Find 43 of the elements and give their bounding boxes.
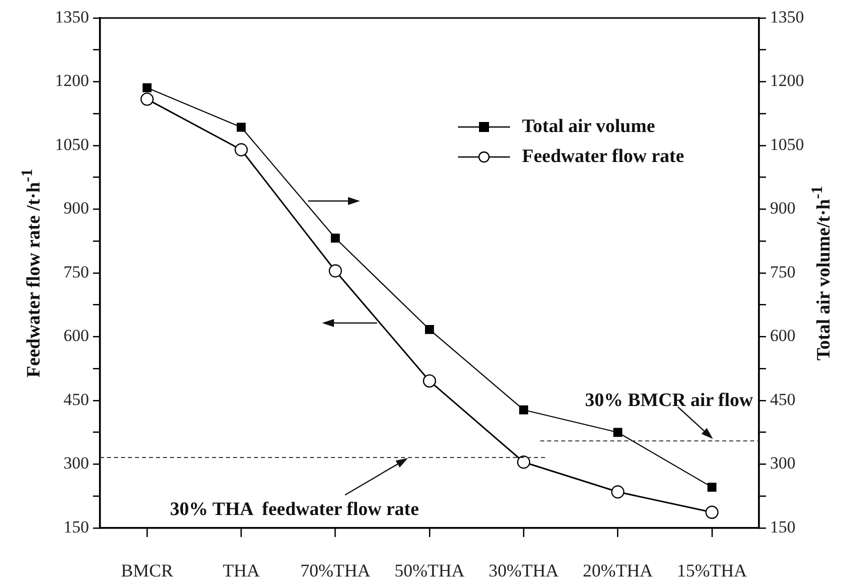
point	[425, 325, 434, 334]
point	[236, 122, 246, 132]
x-tick-label: 70%THA	[300, 560, 370, 581]
point	[330, 234, 340, 243]
x-tick-label: 15%THA	[676, 560, 747, 581]
point	[613, 428, 622, 437]
point	[519, 405, 528, 414]
y-tick-label: 750	[64, 262, 89, 282]
legend-label: Feedwater flow rate	[522, 146, 684, 168]
y2-tick-label: 600	[770, 326, 796, 346]
y2-tick-label: 1200	[770, 71, 804, 90]
point	[234, 143, 248, 156]
y2-tick-label: 1050	[770, 134, 804, 154]
x-tick-label: 30%THA	[488, 560, 559, 581]
y2-tick-label: 900	[770, 198, 796, 218]
y-tick-label: 900	[64, 198, 89, 218]
x-tick-label: 20%THA	[582, 560, 653, 581]
point	[328, 264, 342, 278]
point	[517, 456, 530, 469]
y-tick-label: 1350	[55, 7, 89, 26]
x-tick-label: 50%THA	[394, 560, 464, 581]
y-tick-label: 150	[64, 517, 89, 536]
point	[140, 92, 154, 106]
legend-label: Total air volume	[522, 116, 656, 138]
point	[705, 506, 719, 519]
point	[142, 83, 152, 92]
y2-tick-label: 750	[770, 262, 796, 282]
point	[707, 482, 716, 492]
y-tick-label: 600	[64, 326, 89, 346]
ref-line-label: 30% THA feedwater flow rate	[170, 499, 419, 522]
x-tick-label: THA	[222, 560, 260, 581]
y2-tick-label: 1350	[770, 7, 804, 26]
y-tick-label: 1050	[55, 134, 89, 154]
point	[611, 485, 624, 498]
point	[422, 374, 436, 388]
x-tick-label: BMCR	[121, 560, 174, 581]
y2-tick-label: 300	[770, 454, 796, 473]
y-tick-label: 1200	[55, 71, 89, 90]
y2-tick-label: 150	[770, 517, 796, 536]
y-tick-label: 300	[64, 454, 89, 473]
y-tick-label: 450	[64, 390, 89, 409]
ref-line-label: 30% BMCR air flow	[585, 390, 753, 412]
y2-tick-label: 450	[770, 390, 796, 409]
